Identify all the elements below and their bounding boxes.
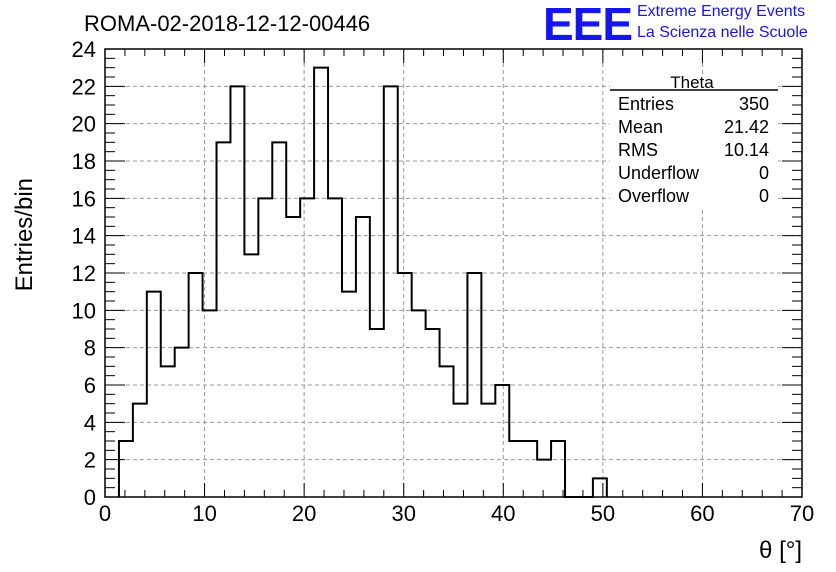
stats-row-label: Underflow	[618, 163, 700, 183]
y-tick-label: 16	[72, 186, 96, 211]
y-tick-label: 14	[72, 224, 96, 249]
y-tick-label: 20	[72, 112, 96, 137]
x-tick-label: 30	[391, 501, 415, 526]
stats-box: Theta Entries 350 Mean 21.42 RMS 10.14 Underfl…	[610, 73, 778, 210]
y-tick-label: 24	[72, 37, 96, 62]
y-tick-label: 10	[72, 298, 96, 323]
stats-title: Theta	[670, 73, 714, 92]
axis-ticks	[104, 48, 803, 498]
x-tick-label: 0	[99, 501, 111, 526]
chart-title: ROMA-02-2018-12-12-00446	[84, 11, 371, 36]
y-tick-label: 22	[72, 74, 96, 99]
stats-row-label: Mean	[618, 117, 663, 137]
y-tick-label: 18	[72, 149, 96, 174]
x-tick-label: 20	[292, 501, 316, 526]
x-tick-labels: 0 10 20 30 40 50 60 70	[99, 501, 814, 526]
stats-row-value: 0	[759, 186, 769, 206]
logo-subtitle-line1: Extreme Energy Events	[637, 3, 806, 20]
x-tick-label: 60	[690, 501, 714, 526]
stats-row-label: RMS	[618, 140, 658, 160]
eee-logo: EEE	[543, 0, 633, 50]
x-tick-label: 40	[491, 501, 515, 526]
stats-row-value: 350	[739, 94, 769, 114]
y-tick-label: 0	[84, 485, 96, 510]
y-tick-label: 4	[84, 410, 96, 435]
stats-row-label: Overflow	[618, 186, 690, 206]
y-tick-label: 8	[84, 336, 96, 361]
x-tick-label: 70	[790, 501, 814, 526]
stats-row-value: 21.42	[724, 117, 769, 137]
y-tick-label: 2	[84, 448, 96, 473]
stats-rows: Entries 350 Mean 21.42 RMS 10.14 Underflow 0 Ove…	[618, 94, 769, 206]
x-tick-label: 50	[591, 501, 615, 526]
x-axis-label: θ [°]	[759, 537, 802, 564]
histogram-line	[117, 66, 608, 498]
x-tick-label: 10	[192, 501, 216, 526]
stats-row-label: Entries	[618, 94, 674, 114]
y-axis-label: Entries/bin	[11, 178, 38, 291]
logo-subtitle-line2: La Scienza nelle Scuole	[637, 24, 808, 41]
y-tick-label: 12	[72, 261, 96, 286]
stats-row-value: 0	[759, 163, 769, 183]
stats-row-value: 10.14	[724, 140, 769, 160]
y-tick-label: 6	[84, 373, 96, 398]
